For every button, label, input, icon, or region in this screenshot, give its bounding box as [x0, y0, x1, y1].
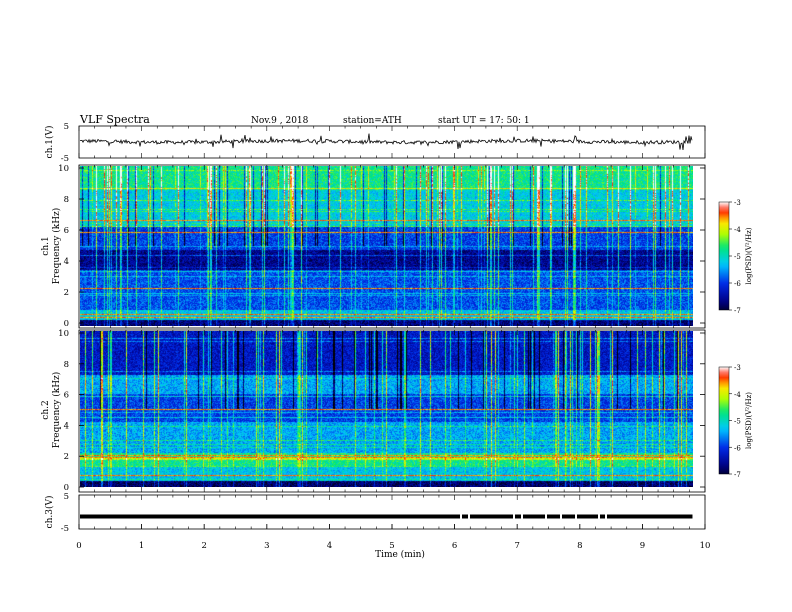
x-tick-label: 1 [139, 541, 144, 551]
ch3-trace-gap [513, 514, 515, 519]
x-tick-label: 10 [700, 541, 711, 551]
ch2-spectrogram-ytick-label: 8 [64, 360, 69, 370]
ch3-waveform-panel: 5 -5 ch.3(V) 0 1 2 3 4 5 6 7 8 9 10 Time (min) [44, 126, 710, 560]
ch3-trace-gap [575, 514, 577, 519]
date-label: Nov.9 , 2018 [251, 116, 309, 126]
ch2-spectrogram-panel: 0 2 4 6 8 10 ch.2 Frequency (kHz) -3 -4 -5 -6 -7 l… [41, 329, 753, 493]
start-time-label: start UT = 17: 50: 1 [438, 116, 530, 126]
x-tick-label: 7 [514, 541, 519, 551]
ch1-spectrogram-ytick-label: 6 [64, 226, 69, 236]
ch2-colorbar-tick-label: -3 [734, 364, 741, 372]
ch1-colorbar: -3 -4 -5 -6 -7 log(PSD)(V²/Hz) [718, 199, 753, 315]
figure-title: VLF Spectra [79, 113, 150, 126]
x-tick-label: 4 [327, 541, 332, 551]
ch1-waveform-panel: 5 -5 ch.1(V) [44, 122, 706, 164]
ch2-spectrogram-ytick-label: 0 [64, 483, 69, 493]
ch2-colorbar-gradient [718, 366, 730, 475]
ch3-trace-gap [545, 514, 547, 519]
x-tick-label: 8 [577, 541, 582, 551]
ch1-waveform-trace [79, 133, 693, 151]
ch1-spectrogram-ylabel-channel: ch.1 [41, 236, 51, 255]
ch1-colorbar-tick-label: -6 [734, 280, 741, 288]
ch1-colorbar-gradient [718, 201, 730, 311]
ch2-spectrogram-heatmap [80, 331, 693, 487]
ch3-waveform-trace [80, 514, 693, 519]
ch3-trace-gap [460, 514, 462, 519]
ch2-colorbar: -3 -4 -5 -6 -7 log(PSD)(V²/Hz) [718, 364, 753, 479]
ch1-ytick-bottom: -5 [61, 154, 69, 164]
ch3-ytick-top: 5 [64, 492, 69, 502]
x-tick-label: 6 [452, 541, 457, 551]
ch3-trace-gap [598, 514, 600, 519]
ch1-colorbar-tick-label: -5 [734, 253, 741, 261]
ch3-trace-gap [521, 514, 523, 519]
ch1-waveform-ylabel: ch.1(V) [44, 126, 55, 159]
ch2-spectrogram-ylabel-channel: ch.2 [41, 400, 51, 419]
ch2-spectrogram-ylabel-frequency: Frequency (kHz) [51, 372, 62, 449]
x-axis-label: Time (min) [375, 549, 425, 560]
ch1-ytick-top: 5 [64, 122, 69, 132]
ch3-waveform-frame [78, 494, 706, 530]
x-tick-label: 5 [389, 541, 394, 551]
x-tick-label: 2 [201, 541, 206, 551]
ch1-spectrogram-ytick-label: 0 [64, 319, 69, 329]
ch2-spectrogram-ytick-label: 10 [58, 329, 69, 339]
x-tick-label: 3 [264, 541, 269, 551]
ch1-spectrogram-ytick-label: 4 [64, 257, 69, 267]
ch1-spectrogram-panel: 0 2 4 6 8 10 ch.1 Frequency (kHz) -3 -4 -5 -6 -7 l… [41, 164, 753, 329]
ch2-colorbar-tick-label: -4 [734, 391, 741, 399]
ch1-spectrogram-ylabel-frequency: Frequency (kHz) [51, 208, 62, 285]
ch1-spectrogram-ytick-label: 2 [64, 288, 69, 298]
ch2-colorbar-tick-label: -5 [734, 418, 741, 426]
ch1-colorbar-tick-label: -3 [734, 199, 741, 207]
ch3-waveform-ylabel: ch.3(V) [44, 496, 55, 529]
ch1-spectrogram-heatmap [80, 166, 693, 326]
ch2-colorbar-tick-label: -7 [734, 471, 741, 479]
ch1-spectrogram-ytick-label: 8 [64, 195, 69, 205]
ch1-colorbar-tick-label: -7 [734, 307, 741, 315]
ch2-spectrogram-ytick-label: 2 [64, 452, 69, 462]
ch2-spectrogram-ytick-label: 4 [64, 421, 69, 431]
ch1-colorbar-label: log(PSD)(V²/Hz) [745, 227, 753, 284]
ch2-colorbar-label: log(PSD)(V²/Hz) [745, 392, 753, 449]
ch1-colorbar-tick-label: -4 [734, 226, 741, 234]
ch3-trace-gap [560, 514, 562, 519]
ch1-spectrogram-ytick-label: 10 [58, 164, 69, 174]
x-tick-label: 0 [76, 541, 81, 551]
ch2-colorbar-tick-label: -6 [734, 444, 741, 452]
ch3-trace-gap [605, 514, 607, 519]
x-tick-label: 9 [640, 541, 645, 551]
ch3-ytick-bottom: -5 [61, 524, 69, 534]
station-label: station=ATH [343, 116, 402, 126]
ch3-trace-segment [80, 514, 693, 519]
ch2-spectrogram-ytick-label: 6 [64, 391, 69, 401]
ch3-trace-gap [468, 514, 470, 519]
